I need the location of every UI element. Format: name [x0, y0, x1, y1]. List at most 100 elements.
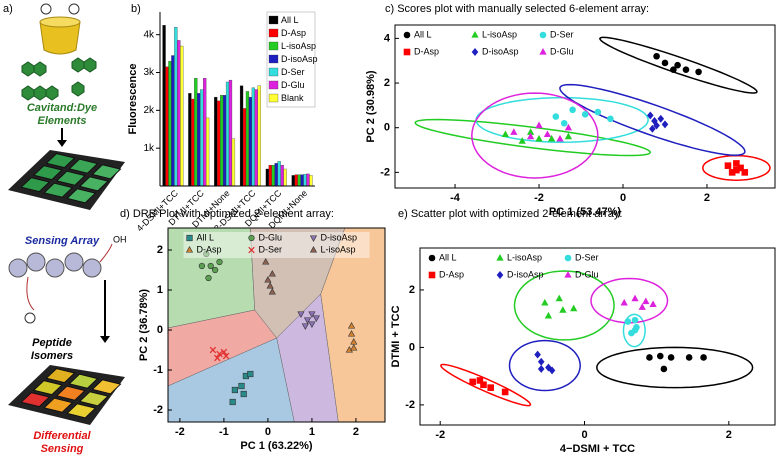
- point: [537, 365, 545, 373]
- point: [733, 166, 740, 174]
- charge: [24, 312, 36, 324]
- bar: [180, 45, 184, 187]
- legend-label: D-isoAsp: [321, 232, 358, 242]
- point: [670, 66, 677, 73]
- point: [240, 390, 247, 398]
- point: [661, 59, 669, 67]
- point: [724, 162, 732, 169]
- legend-marker: [496, 271, 504, 279]
- bar: [306, 173, 310, 187]
- legend-swatch: [268, 15, 279, 25]
- array-tile: [91, 379, 122, 395]
- legend-label: Blank: [281, 93, 304, 103]
- bar: [191, 98, 195, 187]
- confidence-ellipse: [596, 346, 754, 389]
- point: [685, 354, 693, 361]
- chart-title: e) Scatter plot with optimized 2-element…: [398, 208, 622, 220]
- array-tile: [91, 164, 122, 180]
- legend-marker: [471, 31, 479, 38]
- array-tile: [45, 368, 76, 384]
- point: [537, 357, 545, 366]
- arrow-head: [100, 336, 110, 343]
- point: [534, 350, 541, 359]
- point: [661, 120, 669, 129]
- point: [547, 134, 556, 142]
- confidence-ellipse: [471, 92, 599, 179]
- bar: [203, 78, 207, 187]
- bar: [162, 25, 166, 187]
- confidence-ellipse: [599, 36, 758, 94]
- plot-frame: [419, 247, 776, 426]
- legend-label: D-isoAsp: [507, 269, 544, 279]
- point: [535, 121, 543, 129]
- point: [510, 128, 518, 135]
- array-tile: [20, 392, 51, 408]
- legend-label: D-Glu: [550, 46, 574, 56]
- point: [728, 169, 736, 176]
- legend-label: D-Glu: [281, 80, 305, 90]
- legend-marker: [428, 271, 436, 279]
- side-chain: [26, 243, 113, 311]
- legend-marker: [186, 234, 193, 242]
- confidence-ellipse: [414, 118, 652, 157]
- confidence-ellipse: [559, 83, 746, 156]
- bar: [171, 55, 175, 187]
- point: [350, 344, 358, 351]
- point: [480, 381, 487, 389]
- confidence-ellipse: [508, 339, 581, 392]
- y-tick-label: 1: [157, 284, 163, 296]
- legend-swatch: [268, 80, 279, 90]
- bar: [291, 175, 295, 187]
- label-elements: Cavitand:Dye: [27, 102, 97, 114]
- legend-label: All L: [281, 15, 299, 25]
- legend-marker: [248, 234, 255, 242]
- legend-label: D-isoAsp: [482, 46, 519, 56]
- point: [526, 132, 535, 140]
- array-tile: [68, 373, 99, 389]
- legend-label: All L: [439, 252, 457, 262]
- y-tick-label: 2: [409, 284, 415, 296]
- point: [268, 270, 276, 277]
- point: [543, 130, 552, 138]
- bar: [222, 95, 227, 187]
- point: [548, 366, 556, 375]
- point: [222, 352, 230, 360]
- bar: [225, 81, 230, 187]
- point: [308, 311, 316, 318]
- dyes: [21, 57, 97, 101]
- point: [633, 324, 640, 331]
- point: [247, 370, 254, 378]
- legend-label: D-Ser: [550, 29, 574, 39]
- legend-label: D-Glu: [259, 232, 283, 242]
- legend-label: L-isoAsp: [507, 252, 542, 262]
- point: [231, 386, 239, 394]
- label-sensing: Sensing: [41, 443, 84, 455]
- y-tick-label: 2k: [143, 105, 155, 116]
- x-tick-label: 1: [309, 426, 315, 438]
- point: [660, 365, 668, 373]
- point: [312, 315, 320, 322]
- chart-title: b): [131, 3, 141, 15]
- bar: [174, 26, 178, 187]
- legend-marker: [403, 31, 411, 39]
- plot-frame: [167, 227, 386, 423]
- bar: [300, 174, 304, 187]
- y-axis-label: DTMI + TCC: [390, 305, 402, 367]
- array-tile: [66, 188, 97, 204]
- legend-marker: [428, 254, 436, 262]
- array-tile: [43, 182, 74, 198]
- y-tick-label: 2: [384, 77, 390, 89]
- legend-label: D-Ser: [259, 244, 283, 254]
- point: [555, 294, 563, 302]
- y-tick-label: 4: [384, 32, 391, 44]
- point: [642, 297, 650, 305]
- point: [581, 111, 589, 118]
- x-tick-label: -2: [435, 429, 445, 441]
- array-tile: [78, 391, 109, 407]
- bar: [188, 93, 192, 187]
- point: [347, 322, 356, 329]
- legend-label: All L: [197, 232, 215, 242]
- point: [569, 106, 576, 114]
- bar: [294, 174, 298, 187]
